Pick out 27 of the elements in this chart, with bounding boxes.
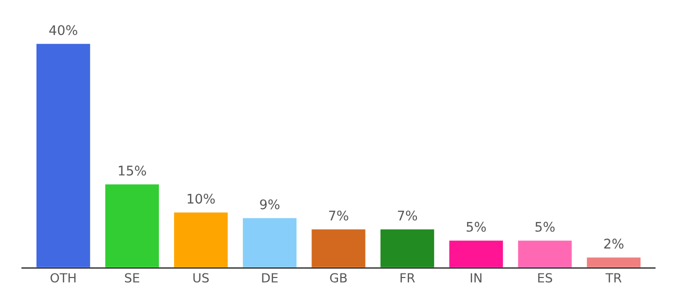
x-tick-label: FR (400, 273, 415, 282)
data-label: 2% (604, 238, 624, 249)
data-label: 7% (329, 210, 348, 221)
data-label: 15% (118, 166, 146, 176)
x-tick-label: OTH (50, 273, 76, 283)
bar (516, 239, 574, 268)
x-tick-label: IN (470, 273, 482, 282)
bar (448, 239, 504, 268)
bar (172, 211, 230, 268)
x-tick-label: DE (262, 273, 278, 282)
bar (586, 256, 642, 268)
data-label: 7% (398, 210, 418, 221)
x-tick-label: GB (330, 273, 347, 283)
x-tick-label: US (193, 273, 209, 283)
data-label: 5% (466, 222, 486, 232)
x-tick-label: TR (606, 273, 622, 282)
bar (310, 228, 367, 268)
bar (379, 228, 436, 268)
data-label: 40% (49, 25, 78, 36)
data-label: 5% (535, 222, 555, 232)
data-label: 9% (260, 199, 280, 210)
data-label: 10% (188, 194, 215, 204)
bar (104, 183, 160, 268)
x-tick-label: ES (538, 273, 552, 283)
x-tick-label: SE (124, 273, 140, 283)
bar (241, 216, 298, 268)
bar (35, 42, 92, 268)
